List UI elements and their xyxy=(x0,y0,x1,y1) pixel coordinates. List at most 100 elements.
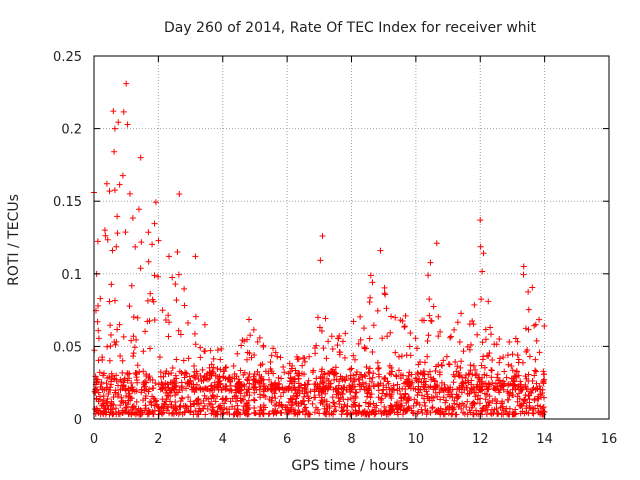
data-point xyxy=(111,187,118,194)
data-point xyxy=(108,400,115,407)
data-point xyxy=(510,382,517,389)
data-point xyxy=(476,400,483,407)
data-point xyxy=(416,401,423,408)
data-point xyxy=(405,376,412,383)
data-point xyxy=(355,403,362,410)
data-point xyxy=(192,407,199,414)
data-point xyxy=(381,403,388,410)
data-point xyxy=(133,398,140,405)
data-point xyxy=(415,408,422,415)
data-point xyxy=(299,408,306,415)
data-point xyxy=(208,395,215,402)
data-point xyxy=(540,404,547,411)
data-point xyxy=(381,375,388,382)
data-point xyxy=(434,393,441,400)
data-point xyxy=(197,344,204,351)
data-point xyxy=(437,396,444,403)
data-point xyxy=(318,397,325,404)
data-point xyxy=(394,381,401,388)
data-point xyxy=(418,379,425,386)
data-point xyxy=(504,388,511,395)
data-point xyxy=(151,395,158,402)
data-point xyxy=(120,108,127,115)
data-point xyxy=(418,392,425,399)
data-point xyxy=(338,411,345,418)
data-point xyxy=(168,370,175,377)
data-point xyxy=(331,408,338,415)
data-point xyxy=(142,328,149,335)
data-point xyxy=(252,410,259,417)
data-point xyxy=(149,376,156,383)
data-point xyxy=(526,353,533,360)
data-point xyxy=(214,365,221,372)
data-point xyxy=(529,404,536,411)
data-point xyxy=(234,406,241,413)
data-point xyxy=(292,410,299,417)
data-point xyxy=(125,410,132,417)
data-point xyxy=(317,380,324,387)
data-point xyxy=(171,386,178,393)
data-point xyxy=(95,407,102,414)
data-point xyxy=(317,373,324,380)
data-point xyxy=(464,390,471,397)
data-point xyxy=(432,389,439,396)
data-point xyxy=(469,317,476,324)
x-tick-label: 6 xyxy=(283,432,291,447)
data-point xyxy=(146,410,153,417)
data-point xyxy=(478,296,485,303)
data-point xyxy=(240,403,247,410)
data-point xyxy=(157,386,164,393)
data-point xyxy=(394,404,401,411)
data-point xyxy=(237,411,244,418)
data-point xyxy=(339,338,346,345)
data-point xyxy=(532,367,539,374)
data-point xyxy=(251,371,258,378)
y-tick-label: 0 xyxy=(74,413,82,428)
data-point xyxy=(148,399,155,406)
data-point xyxy=(366,400,373,407)
data-point xyxy=(214,347,221,354)
data-point xyxy=(538,408,545,415)
data-point xyxy=(193,381,200,388)
data-point xyxy=(440,394,447,401)
data-point xyxy=(382,291,389,298)
data-point xyxy=(123,392,130,399)
data-point xyxy=(172,399,179,406)
data-point xyxy=(335,395,342,402)
data-point xyxy=(453,401,460,408)
data-point xyxy=(119,357,126,364)
data-point xyxy=(181,302,188,309)
data-point xyxy=(120,399,127,406)
data-point xyxy=(151,402,158,409)
data-point xyxy=(513,368,520,375)
data-point xyxy=(115,119,122,126)
data-point xyxy=(175,389,182,396)
data-point xyxy=(268,368,275,375)
data-point xyxy=(114,230,121,237)
data-point xyxy=(316,410,323,417)
data-point xyxy=(301,358,308,365)
data-point xyxy=(251,352,258,359)
data-point xyxy=(406,343,413,350)
data-point xyxy=(210,364,217,371)
data-point xyxy=(455,372,462,379)
data-point xyxy=(427,259,434,266)
data-point xyxy=(425,395,432,402)
data-point xyxy=(250,326,257,333)
data-point xyxy=(347,372,354,379)
data-point xyxy=(289,362,296,369)
data-point xyxy=(142,402,149,409)
data-point xyxy=(261,382,268,389)
data-point xyxy=(398,353,405,360)
data-point xyxy=(386,386,393,393)
data-point xyxy=(427,374,434,381)
data-point xyxy=(350,401,357,408)
data-point xyxy=(532,356,539,363)
data-point xyxy=(301,401,308,408)
data-point xyxy=(331,403,338,410)
data-point xyxy=(340,403,347,410)
data-point xyxy=(166,319,173,326)
data-point xyxy=(130,313,137,320)
data-point xyxy=(196,385,203,392)
data-point xyxy=(165,371,172,378)
